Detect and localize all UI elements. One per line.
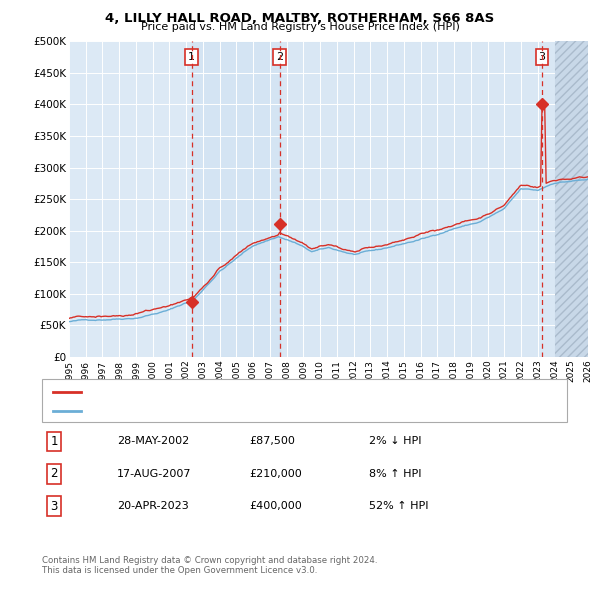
Bar [192, 41, 280, 357]
Text: 2% ↓ HPI: 2% ↓ HPI [369, 437, 421, 446]
Text: 20-APR-2023: 20-APR-2023 [117, 502, 189, 511]
Text: £400,000: £400,000 [249, 502, 302, 511]
Text: 1: 1 [50, 435, 58, 448]
Text: Contains HM Land Registry data © Crown copyright and database right 2024.
This d: Contains HM Land Registry data © Crown c… [42, 556, 377, 575]
Text: HPI: Average price, detached house, Rotherham: HPI: Average price, detached house, Roth… [86, 407, 325, 416]
Text: 28-MAY-2002: 28-MAY-2002 [117, 437, 189, 446]
Text: 52% ↑ HPI: 52% ↑ HPI [369, 502, 428, 511]
Text: 4, LILLY HALL ROAD, MALTBY, ROTHERHAM, S66 8AS: 4, LILLY HALL ROAD, MALTBY, ROTHERHAM, S… [106, 12, 494, 25]
Text: Price paid vs. HM Land Registry's House Price Index (HPI): Price paid vs. HM Land Registry's House … [140, 22, 460, 32]
Text: 8% ↑ HPI: 8% ↑ HPI [369, 469, 421, 478]
Text: 4, LILLY HALL ROAD, MALTBY, ROTHERHAM, S66 8AS (detached house): 4, LILLY HALL ROAD, MALTBY, ROTHERHAM, S… [86, 388, 437, 397]
Text: 3: 3 [538, 52, 545, 62]
Text: 2: 2 [50, 467, 58, 480]
Bar [554, 41, 588, 357]
Text: 1: 1 [188, 52, 195, 62]
Bar [280, 41, 554, 357]
Text: £87,500: £87,500 [249, 437, 295, 446]
Text: 17-AUG-2007: 17-AUG-2007 [117, 469, 191, 478]
Text: 3: 3 [50, 500, 58, 513]
Text: 2: 2 [276, 52, 283, 62]
Text: £210,000: £210,000 [249, 469, 302, 478]
